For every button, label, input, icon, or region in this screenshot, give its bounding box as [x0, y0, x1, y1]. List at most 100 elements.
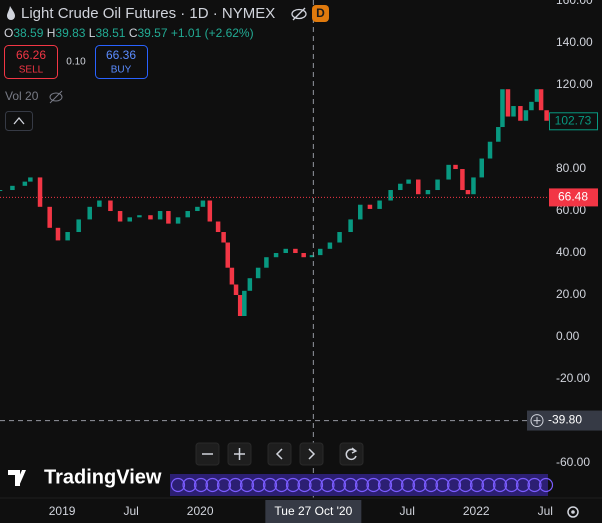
ohlc: O38.59 H39.83 L38.51 C39.57 +1.01 (+2.62… — [4, 26, 254, 40]
event-icon — [205, 477, 220, 493]
oil-icon — [7, 6, 15, 20]
collapse-button[interactable] — [5, 111, 33, 131]
crosshair-y-label: -39.80 — [548, 413, 582, 427]
event-icon — [377, 477, 393, 493]
event-icon — [354, 477, 370, 493]
y-tick-label: 20.00 — [556, 287, 586, 301]
event-icon — [251, 477, 266, 493]
y-tick-label: 80.00 — [556, 161, 586, 175]
add-alert-button[interactable] — [530, 414, 544, 428]
candle — [247, 278, 253, 291]
volume-label: Vol 20 — [5, 89, 39, 103]
candle — [229, 267, 235, 285]
event-icon — [320, 477, 335, 493]
y-tick-label: -60.00 — [556, 455, 590, 469]
event-icon — [193, 477, 209, 493]
candle — [225, 242, 231, 268]
candle — [337, 232, 342, 243]
candle — [511, 106, 516, 117]
event-icon — [435, 477, 450, 493]
exchange-badge: D — [316, 6, 325, 20]
candle — [0, 190, 3, 192]
ohlc-label: O — [4, 26, 13, 40]
y-tick-label: 0.00 — [556, 329, 580, 343]
candle — [65, 232, 70, 241]
candle — [496, 127, 501, 142]
candle — [255, 267, 261, 279]
candle — [127, 217, 133, 222]
candle — [200, 200, 206, 207]
event-icon — [469, 477, 485, 493]
candle — [97, 200, 102, 207]
zoom-in[interactable] — [227, 442, 252, 466]
bid-label-box — [549, 188, 598, 207]
x-tick-label: 2019 — [49, 504, 76, 518]
sell-price[interactable]: 66.26 — [16, 48, 46, 62]
candle — [377, 200, 382, 209]
candle — [22, 181, 28, 186]
event-icon — [400, 477, 416, 493]
candle — [471, 177, 476, 195]
y-tick-label: 120.00 — [556, 77, 593, 91]
logo — [8, 470, 26, 486]
buy-button[interactable]: 66.36 BUY — [95, 45, 148, 79]
scroll-right[interactable] — [299, 442, 324, 466]
event-icon — [412, 477, 427, 493]
candle — [175, 217, 181, 224]
candle — [367, 204, 373, 209]
candle — [166, 211, 171, 224]
x-tick-label: Jul — [123, 504, 138, 518]
x-tick-label: 2020 — [187, 504, 214, 518]
sell-label[interactable]: SELL — [19, 65, 44, 76]
event-icon — [274, 477, 289, 493]
plot-area — [0, 0, 549, 498]
candle — [28, 177, 33, 182]
ohlc-change: +1.01 (+2.62%) — [171, 26, 254, 40]
candle — [55, 227, 61, 241]
add-alert-icon — [533, 417, 541, 425]
event-icon — [182, 477, 197, 493]
event-icon — [331, 477, 347, 493]
candle — [505, 89, 511, 117]
candle — [388, 190, 393, 201]
candle — [264, 257, 269, 268]
candle — [10, 185, 15, 191]
ohlc-label: C — [129, 26, 138, 40]
candle — [157, 211, 163, 220]
candle — [398, 183, 403, 191]
candle — [117, 211, 123, 222]
candle — [425, 190, 431, 195]
candle — [523, 110, 529, 121]
scroll-left[interactable] — [267, 442, 292, 466]
buy-price[interactable]: 66.36 — [106, 48, 136, 62]
ohlc-value: 38.51 — [95, 26, 125, 40]
y-tick-label: 40.00 — [556, 245, 586, 259]
candle — [406, 179, 411, 184]
candle — [487, 141, 493, 159]
hide-icon[interactable] — [291, 7, 307, 21]
settings-icon[interactable] — [567, 506, 579, 518]
sell-button[interactable]: 66.26 SELL — [4, 45, 58, 79]
ohlc-label: H — [47, 26, 56, 40]
event-icon — [366, 477, 381, 493]
ohlc-value: 39.57 — [138, 26, 168, 40]
reset-view[interactable] — [339, 442, 364, 466]
candle — [215, 221, 221, 233]
candle — [185, 211, 190, 218]
event-icon — [228, 477, 243, 493]
event-icon — [481, 477, 496, 493]
ohlc-label: L — [89, 26, 96, 40]
event-icon — [527, 477, 542, 493]
candle — [538, 89, 544, 111]
volume-hide-icon[interactable] — [49, 90, 63, 104]
candle — [76, 219, 81, 233]
buy-label[interactable]: BUY — [111, 65, 132, 76]
zoom-out[interactable] — [195, 442, 220, 466]
candle — [309, 255, 315, 258]
event-icon — [458, 477, 473, 493]
candle — [479, 158, 484, 178]
candle — [273, 253, 279, 258]
event-icon — [297, 477, 312, 493]
